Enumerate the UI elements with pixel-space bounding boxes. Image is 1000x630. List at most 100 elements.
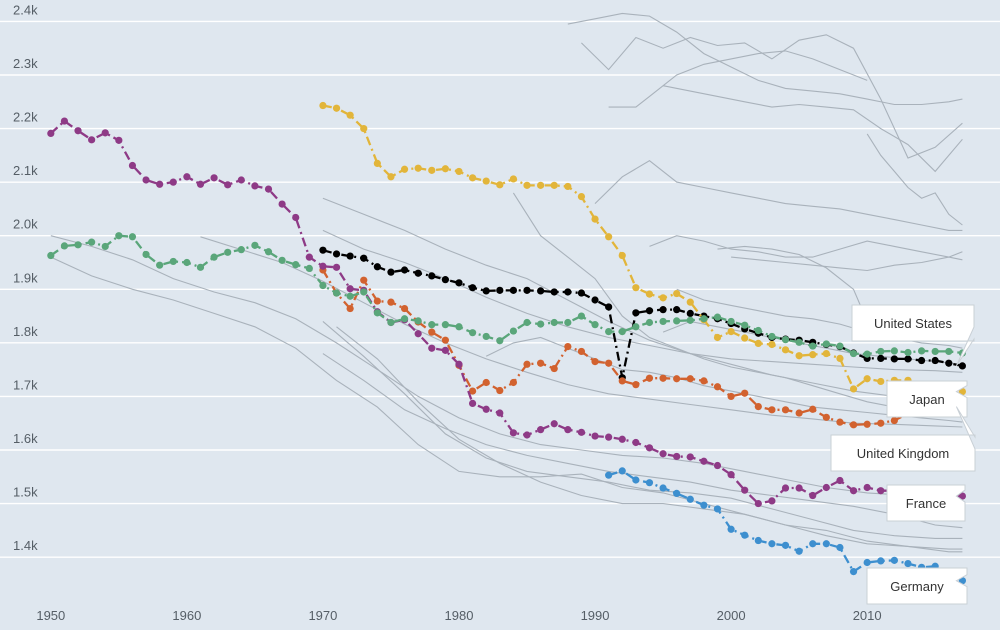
unlabeled-data-point (196, 263, 205, 271)
unlabeled-data-point (836, 342, 844, 350)
unlabeled-data-point (659, 317, 667, 326)
japan-data-point (863, 375, 871, 383)
france-data-point (101, 129, 109, 137)
y-tick-label: 2.4k (13, 2, 38, 17)
japan-data-point (659, 294, 667, 302)
unlabeled-data-point (591, 321, 599, 329)
france-data-point (523, 431, 531, 439)
unlabeled-data-point (183, 258, 191, 267)
united-kingdom-data-point (795, 409, 803, 417)
united-kingdom-data-point (605, 359, 613, 367)
france-data-point (156, 180, 164, 188)
background-series-line (594, 160, 963, 231)
background-series-line (649, 235, 963, 261)
united-kingdom-data-point (523, 360, 531, 368)
germany-data-point (632, 476, 640, 484)
unlabeled-data-point (156, 261, 164, 269)
unlabeled-data-point (346, 292, 354, 300)
france-data-point (645, 444, 654, 452)
background-series-line (581, 34, 963, 159)
japan-data-point (428, 166, 436, 174)
france-data-point (115, 136, 123, 144)
united-kingdom-data-point (577, 347, 586, 356)
germany-data-point (673, 489, 681, 497)
united-kingdom-data-point (387, 298, 395, 306)
japan-data-point (741, 334, 749, 342)
united-kingdom-data-point (400, 304, 409, 313)
background-series-line (50, 235, 963, 499)
germany-data-point (618, 467, 626, 475)
label-tag-text: France (906, 496, 946, 511)
japan-data-point (346, 111, 354, 119)
japan-data-point (809, 351, 817, 359)
united-kingdom-data-point (659, 374, 667, 382)
background-series-line (322, 320, 963, 539)
unlabeled-data-point (673, 317, 681, 325)
japan-data-point (496, 181, 504, 189)
france-data-point (142, 176, 150, 184)
united-kingdom-data-point (537, 359, 545, 367)
france-data-point (278, 200, 286, 208)
united-kingdom-data-point (836, 418, 844, 426)
germany-data-point (686, 495, 694, 503)
y-tick-label: 1.5k (13, 485, 38, 500)
united-kingdom-data-point (686, 375, 694, 383)
france-data-point (822, 483, 830, 492)
united-states-data-point (400, 266, 409, 274)
france-data-point (169, 178, 177, 186)
france-data-point (591, 432, 599, 440)
united-states-data-point (673, 306, 681, 314)
united-states-data-point (537, 287, 545, 295)
france-data-point (877, 487, 885, 495)
germany-data-point (713, 505, 722, 513)
unlabeled-data-point (700, 315, 708, 323)
united-states-data-point (360, 254, 368, 262)
france-data-point (47, 129, 55, 137)
unlabeled-data-point (917, 347, 926, 355)
unlabeled-data-point (224, 248, 232, 256)
france-data-point (863, 483, 871, 492)
germany-data-point (849, 568, 858, 576)
japan-data-point (455, 167, 463, 176)
france-data-point (346, 285, 354, 293)
unlabeled-data-point (945, 347, 953, 356)
unlabeled-data-point (686, 316, 694, 324)
x-tick-label: 1990 (581, 608, 610, 623)
france-data-point (428, 344, 436, 352)
germany-label: Germany (866, 567, 968, 605)
y-tick-label: 2.1k (13, 163, 38, 178)
unlabeled-data-point (360, 288, 368, 296)
france-data-point (741, 486, 749, 494)
y-tick-label: 2.2k (13, 110, 38, 125)
france-data-point (332, 263, 341, 271)
united-kingdom-data-point (754, 403, 762, 411)
japan-data-point (482, 177, 490, 185)
background-series (50, 12, 963, 553)
france-data-point (727, 471, 735, 479)
united-kingdom-data-point (727, 392, 735, 401)
united-kingdom-data-point (863, 420, 871, 428)
france-data-point (809, 491, 817, 500)
united-states-data-point (564, 288, 572, 296)
label-tag-text: Germany (890, 579, 944, 594)
unlabeled-data-point (496, 337, 504, 345)
unlabeled-data-point (863, 350, 871, 358)
japan-data-point (360, 124, 368, 133)
unlabeled-data-point (319, 281, 327, 290)
france-data-point (577, 428, 586, 436)
background-series-line (676, 288, 963, 349)
unlabeled-data-point (605, 328, 613, 336)
unlabeled-data-point (60, 242, 69, 250)
united-states-data-point (332, 250, 341, 258)
unlabeled-data-point (251, 241, 259, 249)
y-tick-label: 1.4k (13, 538, 38, 553)
japan-data-point (332, 104, 341, 112)
japan-label: Japan (886, 380, 968, 418)
united-kingdom-data-point (550, 364, 558, 373)
japan-data-point (414, 164, 422, 172)
germany-data-point (741, 531, 749, 539)
x-tick-label: 1950 (36, 608, 65, 623)
france-data-point (292, 213, 300, 222)
united-kingdom-data-point (441, 336, 449, 344)
united-kingdom-data-point (713, 383, 722, 391)
